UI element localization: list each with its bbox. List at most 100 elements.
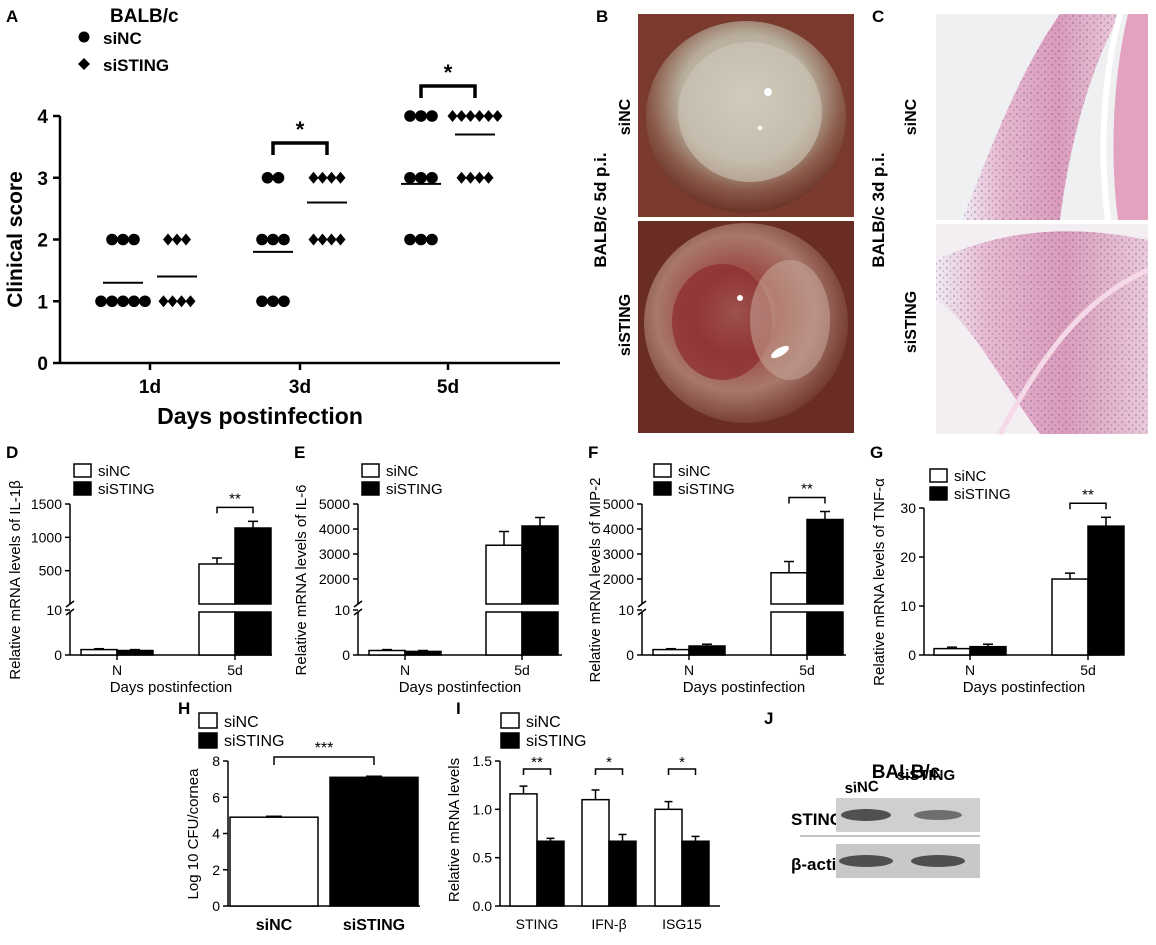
chart-i-significance-bracket: [667, 768, 697, 775]
data-point-sisting: [483, 110, 494, 122]
eye-photo-sinc: [638, 14, 854, 217]
blot-lane-label-sinc: siNC: [844, 778, 879, 797]
data-point-sisting: [317, 233, 328, 246]
significance-bracket: [271, 141, 329, 155]
chart-e-bar-sisting-5d-lower: [521, 611, 559, 656]
chart-e-legend-swatch-sisting: [361, 481, 380, 496]
significance-label: *: [296, 117, 305, 142]
panel-letter-b: B: [596, 7, 608, 26]
data-point-sisting: [474, 171, 485, 184]
chart-g-bar-sisting-5d: [1087, 525, 1125, 656]
data-point-sinc: [272, 171, 285, 184]
data-point-sinc: [117, 295, 129, 308]
data-point-sinc: [404, 171, 416, 184]
data-point-sisting: [163, 233, 173, 246]
data-point-sisting: [317, 171, 328, 184]
chart-h-bar-sisting: [329, 776, 419, 907]
chart-h-x-tick-label: siNC: [256, 917, 293, 934]
chart-d-bar-sisting-5d-lower: [234, 611, 272, 656]
chart-g-bar-sinc-n: [933, 647, 971, 656]
data-point-sinc: [267, 295, 279, 308]
chart-d-y-tick-label: 1000: [31, 529, 62, 545]
chart-f-legend-label-sinc: siNC: [678, 463, 711, 480]
chart-e-axis-break-mark: [353, 600, 363, 608]
chart-g-significance-label: **: [1082, 486, 1094, 503]
chart-a-x-tick-label: 1d: [139, 377, 161, 398]
data-point-sinc: [256, 295, 268, 308]
chart-i-x-tick-label: IFN-β: [591, 916, 626, 932]
panel-letter-h: H: [178, 699, 190, 718]
chart-a-y-tick-label: 2: [37, 231, 48, 252]
data-point-sinc: [267, 233, 279, 246]
data-point-sinc: [106, 295, 118, 308]
chart-f-bar-sinc-n: [652, 648, 690, 656]
chart-h-significance-label: ***: [315, 740, 334, 757]
chart-f-y-tick-label: 3000: [603, 546, 634, 562]
chart-e-x-tick-label: N: [400, 662, 410, 678]
chart-d-y-tick-label: 10: [46, 602, 62, 618]
chart-i-significance-bracket: [522, 768, 552, 775]
photo-b-side-label: BALB/c 5d p.i.: [591, 152, 610, 267]
data-point-sinc: [426, 233, 438, 246]
chart-d-y-tick-label: 500: [39, 563, 63, 579]
chart-e-axis-break-mark: [353, 608, 363, 616]
blot-row-label-sting: STING: [791, 810, 843, 829]
chart-h-legend-swatch-sisting: [198, 732, 218, 749]
chart-g-x-tick-label: N: [965, 662, 975, 678]
data-point-sisting: [474, 110, 485, 122]
chart-h-legend-swatch-sinc: [198, 712, 218, 729]
chart-g-y-tick-label: 30: [900, 500, 916, 516]
legend-label-sisting: siSTING: [103, 56, 169, 75]
data-point-sisting: [326, 171, 337, 184]
chart-a-x-tick-label: 5d: [437, 377, 459, 398]
chart-a-y-tick-label: 4: [37, 107, 48, 128]
chart-i-legend-swatch-sisting: [500, 732, 520, 749]
chart-a-y-label: Clinical score: [4, 171, 27, 308]
significance-bracket: [419, 84, 477, 98]
photo-c-bottom-label: siSTING: [903, 291, 920, 353]
data-point-sisting: [308, 233, 319, 246]
chart-h-y-tick-label: 0: [212, 898, 220, 914]
data-point-sisting: [172, 233, 182, 246]
chart-i-y-tick-label: 1.0: [473, 801, 493, 817]
chart-f-axis-break-mark: [637, 608, 647, 616]
chart-a-x-label: Days postinfection: [157, 403, 363, 429]
chart-d-axis-break-mark: [65, 600, 75, 608]
data-point-sisting: [456, 110, 467, 122]
panel-letter-j: J: [764, 709, 773, 728]
chart-f-y-tick-label: 2000: [603, 571, 634, 587]
chart-g-x-label: Days postinfection: [963, 679, 1086, 696]
chart-h-legend-label-sinc: siNC: [224, 714, 259, 731]
eye-photo-sisting: [638, 221, 854, 433]
chart-d-legend-swatch-sinc: [73, 463, 92, 478]
chart-d-significance-label: **: [229, 490, 241, 507]
chart-d-y-tick-label: 1500: [31, 496, 62, 512]
data-point-sisting: [492, 110, 503, 122]
chart-g-legend-swatch-sinc: [929, 468, 948, 483]
panel-i-mrna-bar-chart: siNC siSTING 0.0 0.5 1.0 1.5 Relative mRNA lev…: [446, 712, 720, 932]
panel-letter-i: I: [456, 699, 461, 718]
histology-sisting: [936, 224, 1150, 436]
blot-title: BALB/c: [872, 762, 941, 783]
chart-i-x-tick-label: ISG15: [662, 916, 702, 932]
chart-i-significance-bracket: [594, 768, 624, 775]
chart-f-legend-label-sisting: siSTING: [678, 481, 735, 498]
chart-h-significance-bracket: [273, 756, 375, 765]
chart-g-significance-bracket: [1069, 502, 1107, 510]
data-point-sinc: [404, 233, 416, 246]
chart-d-x-label: Days postinfection: [110, 679, 233, 696]
chart-f-significance-label: **: [801, 481, 813, 498]
data-point-sisting: [181, 233, 191, 246]
photo-c-side-label: BALB/c 3d p.i.: [869, 152, 888, 267]
legend-marker-sinc: [78, 31, 90, 43]
chart-h-y-tick-label: 8: [212, 753, 220, 769]
chart-i-y-tick-label: 1.5: [473, 753, 493, 769]
chart-e-y-tick-label: 2000: [319, 571, 350, 587]
blot-band-sting-sisting: [914, 810, 962, 820]
chart-i-legend-label-sisting: siSTING: [526, 733, 586, 750]
data-point-sisting: [176, 295, 187, 308]
chart-a-y-tick-label: 1: [37, 292, 48, 313]
chart-h-x-tick-label: siSTING: [343, 917, 405, 934]
